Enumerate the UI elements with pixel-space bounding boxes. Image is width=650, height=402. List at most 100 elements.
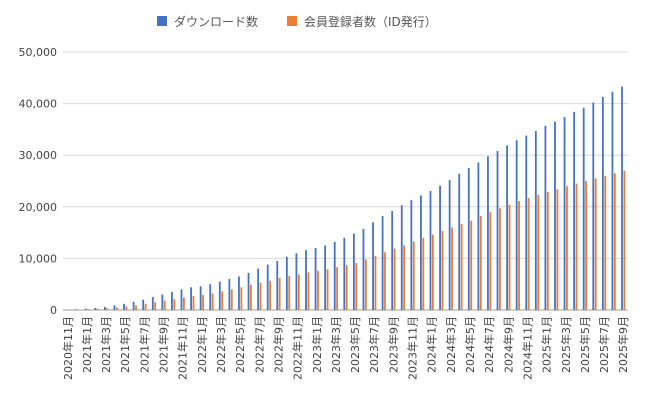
y-tick-label: 20,000 (19, 201, 58, 214)
bar-registrations-55 (594, 178, 597, 310)
gridlines (63, 51, 628, 311)
bar-registrations-20 (259, 282, 262, 310)
bar-registrations-26 (317, 270, 319, 310)
bar-registrations-18 (240, 287, 243, 310)
bar-registrations-25 (307, 272, 310, 310)
bar-registrations-40 (451, 227, 453, 310)
x-tick-label: 2024年3月 (444, 316, 458, 373)
bar-downloads-51 (554, 121, 556, 310)
bar-downloads-3 (94, 307, 97, 310)
bar-downloads-20 (257, 268, 260, 310)
y-axis: 0 10,000 20,000 30,000 40,000 50,000 (19, 46, 58, 317)
bar-registrations-31 (364, 259, 367, 310)
x-tick-label: 2020年11月 (61, 316, 75, 380)
bar-downloads-6 (123, 303, 125, 310)
bar-registrations-38 (431, 234, 434, 310)
bar-downloads-16 (218, 281, 221, 310)
y-tick-label: 10,000 (19, 252, 58, 265)
bar-downloads-55 (592, 102, 595, 311)
x-tick-label: 2023年3月 (329, 316, 343, 373)
bar-registrations-56 (604, 175, 607, 310)
bar-downloads-32 (372, 222, 374, 310)
bar-downloads-4 (103, 306, 106, 310)
bar-downloads-12 (180, 289, 183, 310)
bar-registrations-5 (115, 307, 118, 310)
bar-downloads-29 (343, 237, 346, 310)
x-tick-label: 2024年11月 (520, 316, 534, 380)
bar-registrations-27 (326, 269, 329, 310)
bar-registrations-33 (384, 252, 386, 310)
bar-downloads-27 (324, 245, 327, 310)
y-tick-label: 40,000 (19, 98, 58, 111)
legend-swatch-downloads (157, 16, 167, 26)
bar-downloads-46 (506, 145, 508, 310)
bar-downloads-10 (161, 294, 164, 310)
bar-downloads-22 (276, 260, 279, 310)
x-tick-label: 2025年9月 (616, 316, 630, 373)
bar-registrations-36 (412, 241, 415, 310)
bar-downloads-43 (477, 162, 480, 310)
bar-registrations-19 (250, 284, 252, 310)
y-tick-label: 50,000 (19, 46, 58, 59)
x-tick-label: 2021年9月 (157, 316, 171, 373)
bar-downloads-5 (113, 305, 116, 310)
bar-downloads-39 (439, 185, 441, 310)
bar-downloads-25 (305, 250, 307, 310)
y-tick-label: 0 (50, 304, 57, 317)
bar-registrations-24 (297, 274, 300, 310)
bar-registrations-42 (470, 220, 473, 310)
legend: ダウンロード数 会員登録者数（ID発行） (157, 14, 437, 29)
bar-registrations-41 (460, 223, 463, 310)
bar-registrations-6 (125, 306, 128, 310)
bar-downloads-41 (458, 173, 461, 310)
bar-downloads-14 (199, 286, 202, 310)
x-tick-label: 2023年5月 (348, 316, 362, 373)
bar-downloads-17 (228, 279, 231, 310)
bar-downloads-21 (266, 264, 269, 310)
bar-registrations-3 (96, 308, 99, 310)
bar-downloads-50 (544, 125, 547, 311)
bar-registrations-45 (499, 208, 501, 310)
x-tick-label: 2023年1月 (310, 316, 324, 373)
bar-downloads-24 (295, 253, 298, 310)
bar-downloads-49 (534, 130, 537, 310)
bar-downloads-23 (285, 256, 288, 310)
bar-registrations-48 (527, 198, 530, 310)
bar-downloads-26 (314, 248, 317, 310)
x-tick-label: 2023年9月 (386, 316, 400, 373)
bar-registrations-51 (556, 189, 559, 310)
bar-registrations-29 (345, 265, 348, 310)
bar-registrations-53 (575, 183, 578, 310)
bar-registrations-46 (508, 204, 511, 310)
bar-downloads-48 (525, 135, 528, 310)
bar-registrations-23 (288, 275, 291, 310)
bar-downloads-42 (467, 168, 470, 310)
bar-downloads-52 (563, 117, 566, 311)
bar-downloads-34 (391, 210, 394, 310)
x-tick-label: 2023年7月 (367, 316, 381, 373)
x-tick-label: 2022年5月 (233, 316, 247, 373)
bar-downloads-8 (142, 299, 145, 310)
bar-downloads-47 (515, 140, 518, 310)
bar-downloads-1 (75, 309, 78, 310)
x-tick-label: 2021年1月 (80, 316, 94, 373)
bar-registrations-17 (230, 289, 233, 310)
y-tick-label: 30,000 (19, 149, 58, 162)
x-tick-label: 2025年3月 (559, 316, 573, 373)
bar-registrations-16 (221, 291, 224, 310)
x-tick-label: 2022年9月 (271, 316, 285, 373)
bar-downloads-9 (151, 297, 154, 310)
x-tick-label: 2022年11月 (291, 316, 305, 380)
bar-registrations-30 (355, 263, 358, 310)
bar-downloads-13 (190, 287, 192, 310)
bar-downloads-38 (429, 190, 432, 310)
x-tick-label: 2024年7月 (482, 316, 496, 373)
x-tick-label: 2025年1月 (540, 316, 554, 373)
bar-registrations-11 (173, 299, 176, 310)
bar-registrations-4 (106, 308, 109, 310)
bar-downloads-44 (487, 156, 489, 310)
x-tick-label: 2021年5月 (118, 316, 132, 373)
x-tick-label: 2022年1月 (195, 316, 209, 373)
bar-downloads-53 (573, 111, 576, 310)
